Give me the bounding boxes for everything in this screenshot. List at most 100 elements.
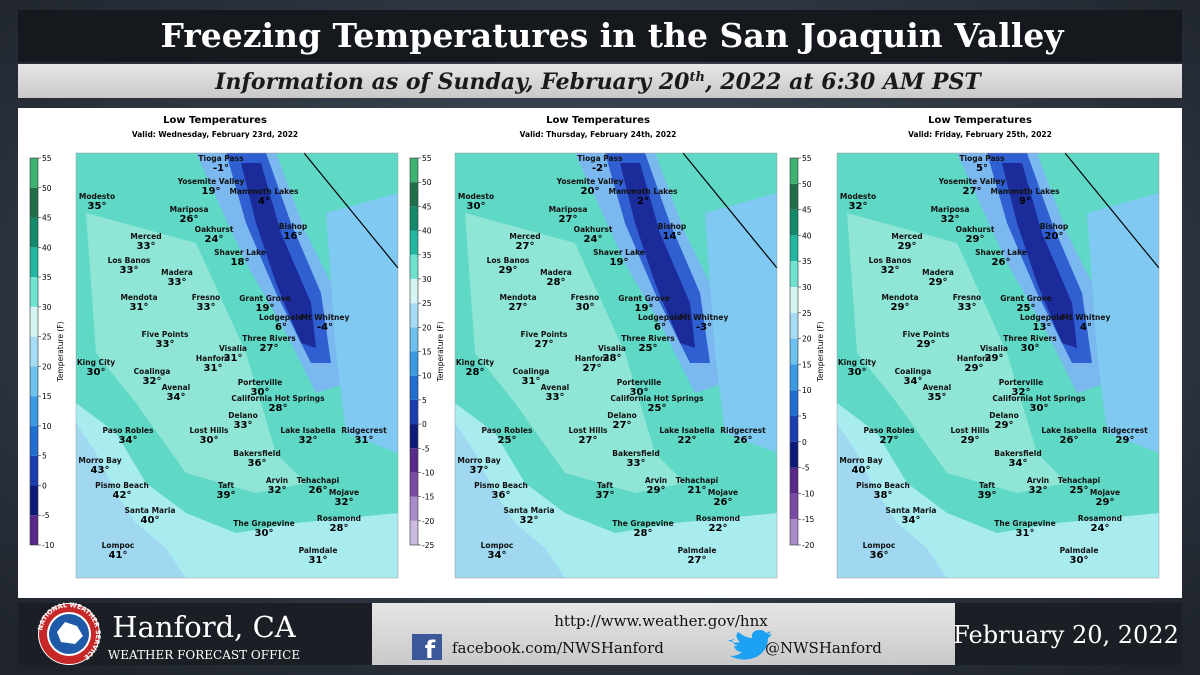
city-temperature: 35°: [88, 201, 107, 212]
twitter-link[interactable]: @NWSHanford: [765, 639, 882, 657]
city-name: The Grapevine: [994, 519, 1055, 528]
city-name: Lodgepole: [1020, 313, 1064, 322]
city-temperature: 30°: [1070, 555, 1089, 566]
city-temperature: 33°: [958, 302, 977, 313]
city-temperature: 27°: [535, 339, 554, 350]
colorbar-tick-label: -10: [802, 489, 814, 498]
colorbar-tick-label: 50: [422, 178, 432, 187]
links-box: [372, 603, 955, 665]
city-name: Ridgecrest: [720, 426, 766, 435]
city-name: Bakersfield: [994, 449, 1041, 458]
colorbar-segment: [790, 261, 798, 287]
city-temperature: 29°: [965, 363, 984, 374]
panels: Low Temperatures Valid: Wednesday, Februa…: [29, 115, 1160, 579]
facebook-link[interactable]: facebook.com/NWSHanford: [452, 639, 664, 657]
city-name: Lodgepole: [638, 313, 682, 322]
city-name: Rosamond: [317, 514, 361, 523]
city-temperature: 33°: [168, 277, 187, 288]
colorbar-segment: [30, 247, 38, 278]
city-name: Grant Grove: [239, 294, 290, 303]
city-temperature: 25°: [1017, 303, 1036, 314]
map-desert: [705, 193, 777, 453]
city-temperature: 27°: [579, 435, 598, 446]
city-name: Arvin: [266, 476, 288, 485]
city-name: Fresno: [192, 293, 220, 302]
panel: Low Temperatures Valid: Thursday, Februar…: [409, 115, 778, 579]
colorbar-segment: [30, 187, 38, 218]
city-temperature: 34°: [167, 392, 186, 403]
city-name: Three Rivers: [242, 334, 296, 343]
city-name: Lodgepole: [259, 313, 303, 322]
city-name: Mojave: [329, 488, 359, 497]
city-name: The Grapevine: [612, 519, 673, 528]
city-temperature: 32°: [849, 201, 868, 212]
colorbar-tick-label: 20: [802, 335, 812, 344]
city-name: Modesto: [79, 192, 115, 201]
colorbar-tick-label: 10: [422, 372, 432, 381]
city-temperature: 26°: [714, 497, 733, 508]
city-temperature: 34°: [119, 435, 138, 446]
colorbar-segment: [410, 158, 418, 183]
colorbar-segment: [790, 158, 798, 184]
city-temperature: 21°: [688, 485, 707, 496]
colorbar-segment: [410, 448, 418, 473]
city-temperature: 38°: [874, 490, 893, 501]
map-sierra-crest: [1002, 163, 1077, 348]
city-temperature: 33°: [546, 392, 565, 403]
state-border: [303, 152, 399, 269]
colorbar-tick-label: 55: [422, 154, 432, 163]
city-name: Hanford: [575, 354, 609, 363]
city-temperature: 32°: [143, 376, 162, 387]
city-name: Three Rivers: [1003, 334, 1057, 343]
city-name: Paso Robles: [481, 426, 533, 435]
map-desert: [1087, 193, 1159, 453]
city-temperature: 26°: [180, 214, 199, 225]
colorbar-segment: [410, 278, 418, 304]
panel-title: Low Temperatures: [928, 115, 1032, 126]
city-name: Yosemite Valley: [177, 177, 245, 186]
colorbar-tick-label: -15: [422, 493, 434, 502]
city-name: Avenal: [541, 383, 569, 392]
city-temperature: 33°: [627, 458, 646, 469]
colorbar-segment: [30, 485, 38, 516]
city-temperature: 36°: [492, 490, 511, 501]
city-name: Hanford: [196, 354, 230, 363]
city-name: Rosamond: [1078, 514, 1122, 523]
subtitle-text: , 2022 at 6:30 AM PST: [704, 69, 982, 95]
colorbar-tick-label: 15: [42, 392, 52, 401]
colorbar-segment: [790, 416, 798, 442]
city-name: Ridgecrest: [1102, 426, 1148, 435]
city-temperature: 25°: [639, 343, 658, 354]
city-name: Paso Robles: [863, 426, 915, 435]
city-temperature: 28°: [603, 353, 622, 364]
city-name: Palmdale: [678, 546, 717, 555]
city-temperature: 30°: [251, 387, 270, 398]
city-name: Delano: [989, 411, 1018, 420]
colorbar-tick-label: 35: [42, 273, 52, 282]
city-temperature: 32°: [268, 485, 287, 496]
city-name: Taft: [218, 481, 234, 490]
colorbar-tick-label: 45: [422, 202, 432, 211]
city-name: Bishop: [1040, 222, 1069, 231]
city-temperature: 14°: [663, 231, 682, 242]
city-name: Tioga Pass: [959, 154, 1005, 163]
website-link[interactable]: http://www.weather.gov/hnx: [554, 612, 768, 630]
colorbar-segment: [410, 424, 418, 449]
colorbar-tick-label: -20: [802, 541, 814, 550]
city-name: Modesto: [840, 192, 876, 201]
city-temperature: 36°: [870, 550, 889, 561]
colorbar-segment: [410, 496, 418, 521]
city-name: Five Points: [521, 330, 568, 339]
city-name: Mt Whitney: [301, 313, 350, 322]
city-name: California Hot Springs: [231, 394, 325, 403]
colorbar-segment: [30, 306, 38, 337]
city-temperature: 19°: [256, 303, 275, 314]
city-name: Porterville: [999, 378, 1043, 387]
city-name: Lake Isabella: [280, 426, 335, 435]
colorbar-segment: [30, 217, 38, 248]
subtitle: Information as of Sunday, February 20th,…: [214, 69, 982, 95]
city-name: Lake Isabella: [1041, 426, 1096, 435]
city-temperature: 39°: [978, 490, 997, 501]
